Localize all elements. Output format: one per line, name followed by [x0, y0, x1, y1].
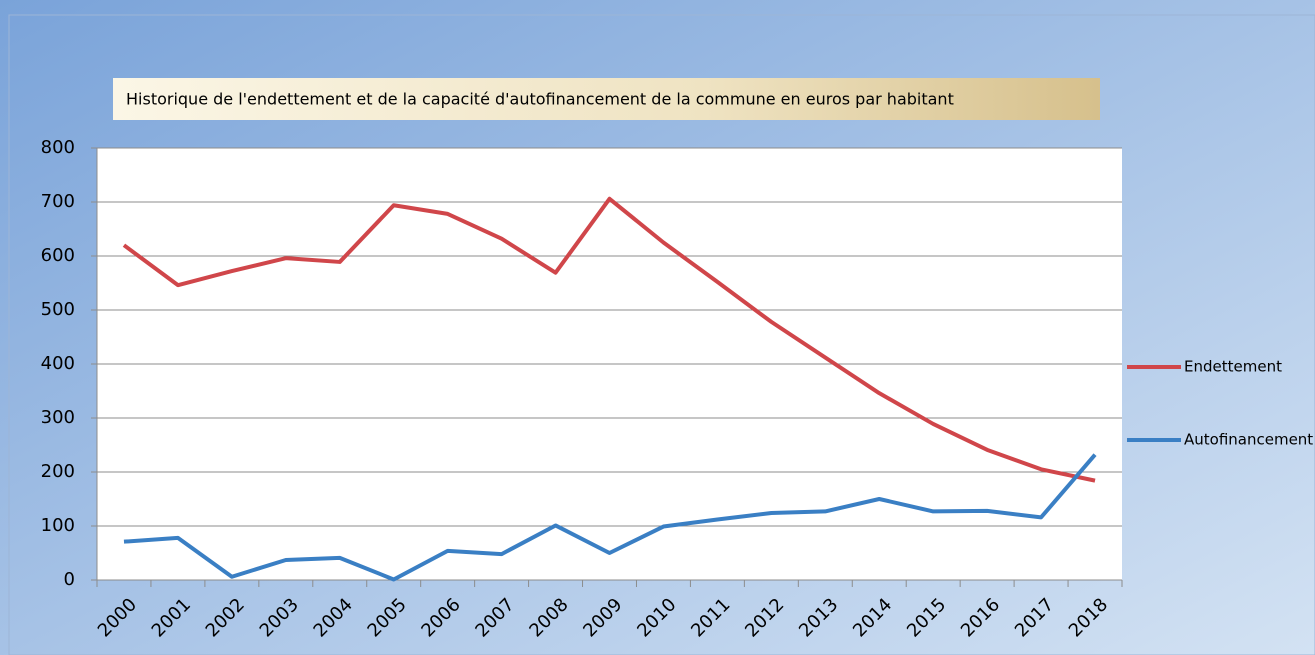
title-box	[113, 78, 1100, 120]
series-line	[123, 453, 1097, 582]
y-tick-label: 300	[41, 407, 75, 428]
y-tick-label: 500	[41, 299, 75, 320]
legend-label: Endettement	[1184, 358, 1282, 376]
series-line	[122, 196, 1096, 483]
legend-label: Autofinancement	[1184, 431, 1313, 449]
y-tick-label: 0	[64, 569, 75, 590]
frame	[8, 14, 1315, 655]
y-tick-label: 200	[41, 461, 75, 482]
y-tick-label: 700	[41, 191, 75, 212]
y-tick-label: 400	[41, 353, 75, 374]
chart-title: Historique de l'endettement et de la cap…	[126, 90, 954, 109]
y-tick-label: 800	[41, 137, 75, 158]
y-tick-label: 100	[41, 515, 75, 536]
y-tick-label: 600	[41, 245, 75, 266]
